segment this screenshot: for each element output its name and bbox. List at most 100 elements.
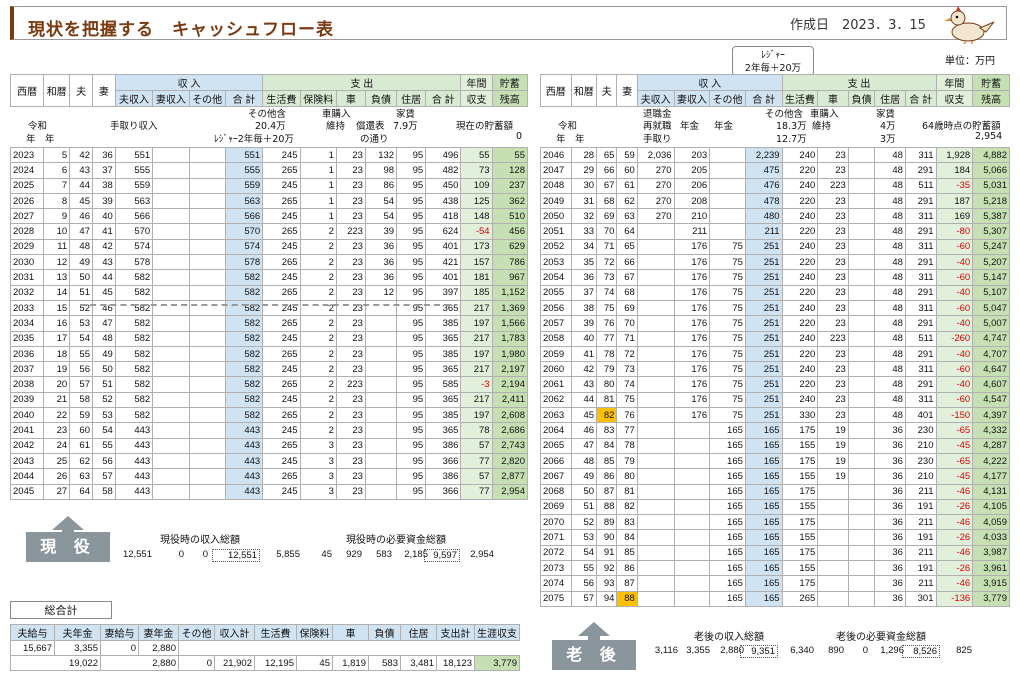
table-cell <box>152 146 190 164</box>
table-cell: 23 <box>335 162 366 179</box>
table-cell: 511 <box>904 330 937 347</box>
table-cell: 7 <box>43 177 71 194</box>
table-cell: 36 <box>874 483 906 500</box>
table-cell <box>636 284 675 301</box>
table-cell: 11 <box>43 238 71 256</box>
table-cell: 265 <box>262 437 301 454</box>
table-cell: 176 <box>673 391 711 409</box>
table-row: 2052 34 71 65 176 75 251 240 23 48 311 -60 5,247 <box>540 238 1010 256</box>
table-cell: 211 <box>904 544 937 562</box>
table-row: 2038 20 57 51 582 582 265 2 223 95 585 -3 2,194 <box>9 376 529 393</box>
table-cell <box>188 391 226 409</box>
table-cell: 3,987 <box>972 544 1010 562</box>
table-cell: 42 <box>92 238 116 256</box>
table-cell: -40 <box>935 345 974 363</box>
table-cell: 582 <box>224 299 264 317</box>
summary-value: 2,185 <box>404 549 428 560</box>
table-cell: 4,105 <box>972 498 1010 516</box>
table-cell: 578 <box>224 254 264 271</box>
table-cell <box>188 468 226 485</box>
table-cell: 17 <box>43 330 71 347</box>
annot-doori: の通り <box>360 134 389 145</box>
table-cell: 2031 <box>9 269 45 286</box>
table-cell <box>333 641 369 656</box>
annot-car: 車購入 <box>322 109 351 120</box>
table-cell: 478 <box>744 192 783 210</box>
table-cell <box>152 223 190 240</box>
table-cell: -65 <box>935 422 974 439</box>
table-cell: 421 <box>425 254 462 271</box>
table-cell: 75 <box>709 284 746 301</box>
table-cell: 291 <box>904 223 937 240</box>
table-cell: 生涯収支 <box>474 624 520 641</box>
table-row: 2059 41 78 72 176 75 251 220 23 48 291 -40 4,707 <box>540 345 1010 363</box>
table-cell: 58 <box>92 483 116 500</box>
annot-yachin2: 7.9万 <box>393 121 418 132</box>
annot-yachin3: 3万 <box>880 134 896 145</box>
table-cell: 2026 <box>9 192 45 210</box>
table-cell: 3 <box>299 452 337 470</box>
table-cell: 475 <box>744 162 783 179</box>
table-cell: 582 <box>224 330 264 347</box>
table-cell: 365 <box>425 299 462 317</box>
table-cell: 44 <box>570 391 598 409</box>
table-cell <box>475 641 520 656</box>
table-cell: 33 <box>570 223 598 240</box>
col-year: 西暦 <box>9 74 45 107</box>
table-cell: 175 <box>781 483 819 500</box>
table-cell <box>636 345 675 363</box>
table-cell: 169 <box>935 208 974 225</box>
table-cell <box>636 422 675 439</box>
table-cell: 2 <box>299 376 337 393</box>
table-cell <box>636 468 675 485</box>
table-cell: -65 <box>935 452 974 470</box>
table-cell: 61 <box>69 437 93 454</box>
table-cell: 211 <box>904 514 937 531</box>
table-cell: 165 <box>744 437 783 454</box>
table-cell: -136 <box>935 590 974 607</box>
table-cell: 582 <box>224 391 264 409</box>
table-cell: 476 <box>744 177 783 194</box>
table-cell: 291 <box>904 162 937 179</box>
working-expense-total-label: 現役時の必要資金総額 <box>346 535 446 546</box>
table-cell: 230 <box>904 422 937 439</box>
table-cell: 165 <box>709 483 746 500</box>
table-cell: 妻収入 <box>673 90 711 107</box>
table-cell <box>636 376 675 393</box>
table-cell: 563 <box>114 192 154 210</box>
table-cell: 75 <box>616 391 638 409</box>
table-cell: 53 <box>570 529 598 546</box>
table-cell: 58 <box>69 391 93 409</box>
table-cell: 95 <box>396 315 427 332</box>
table-cell: 48 <box>874 376 906 393</box>
table-cell: 3,779 <box>972 590 1010 607</box>
table-row: 2055 37 74 68 176 75 251 220 23 48 291 -40 5,107 <box>540 284 1010 301</box>
table-row: 2039 21 58 52 582 582 245 2 23 95 365 217 2,411 <box>9 391 529 409</box>
table-cell <box>152 468 190 485</box>
table-cell: 15 <box>43 299 71 317</box>
table-cell: 181 <box>460 269 493 286</box>
table-cell: 217 <box>460 299 493 317</box>
table-cell: 2039 <box>9 391 45 409</box>
table-cell: 155 <box>781 437 819 454</box>
summary-value: 12,551 <box>212 549 260 562</box>
table-cell: 265 <box>781 590 819 607</box>
table-cell: 55 <box>460 146 493 164</box>
table-cell: 210 <box>904 468 937 485</box>
table-cell: 2,743 <box>491 437 529 454</box>
badge-working: 現 役 <box>26 532 110 562</box>
table-cell: 191 <box>904 560 937 577</box>
table-cell: 418 <box>425 208 462 225</box>
table-row: 2041 23 60 54 443 443 245 2 23 95 365 78 2,686 <box>9 422 529 439</box>
table-cell: 75 <box>709 376 746 393</box>
table-cell: 1,819 <box>332 655 369 671</box>
table-cell: 311 <box>904 361 937 378</box>
col-savings: 貯蓄 <box>491 74 529 91</box>
table-cell <box>636 330 675 347</box>
table-cell: 23 <box>817 284 849 301</box>
table-cell: 23 <box>817 146 849 164</box>
table-cell: 75 <box>709 391 746 409</box>
table-row: 2034 16 53 47 582 582 265 2 23 95 385 197 1,566 <box>9 315 529 332</box>
table-row: 2058 40 77 71 176 75 251 240 223 48 511 -260 4,747 <box>540 330 1010 347</box>
table-cell: 0 <box>100 640 139 656</box>
